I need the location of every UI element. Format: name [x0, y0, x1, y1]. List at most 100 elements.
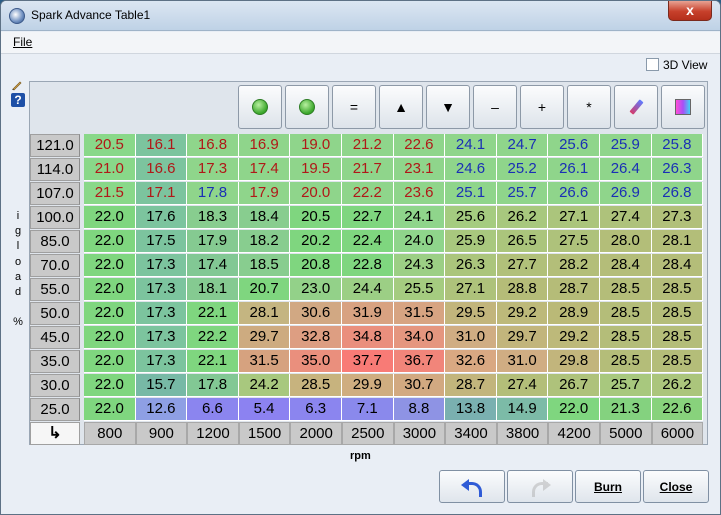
table-cell[interactable]: 28.5 [651, 278, 704, 301]
set-equal-button[interactable]: = [332, 85, 376, 129]
close-window-button[interactable]: x [668, 1, 712, 21]
table-cell[interactable]: 26.8 [651, 182, 704, 205]
table-cell[interactable]: 26.1 [548, 158, 600, 181]
table-cell[interactable]: 17.6 [135, 206, 188, 229]
table-cell[interactable]: 32.6 [445, 350, 497, 373]
table-cell[interactable]: 36.7 [393, 350, 446, 373]
table-cell[interactable]: 24.7 [496, 134, 549, 157]
table-cell[interactable]: 22.1 [187, 302, 239, 325]
rpm-axis-cell[interactable]: 2500 [342, 422, 394, 445]
table-cell[interactable]: 21.3 [600, 398, 652, 421]
table-cell[interactable]: 24.4 [342, 278, 394, 301]
table-cell[interactable]: 26.3 [651, 158, 704, 181]
menu-file[interactable]: File [13, 35, 33, 49]
table-cell[interactable]: 29.9 [342, 374, 394, 397]
table-cell[interactable]: 30.7 [393, 374, 446, 397]
table-cell[interactable]: 26.6 [548, 182, 600, 205]
table-cell[interactable]: 17.8 [187, 182, 239, 205]
table-cell[interactable]: 21.0 [84, 158, 136, 181]
table-cell[interactable]: 25.9 [445, 230, 497, 253]
rpm-axis-cell[interactable]: 6000 [651, 422, 704, 445]
table-cell[interactable]: 20.0 [290, 182, 342, 205]
table-cell[interactable]: 31.9 [342, 302, 394, 325]
table-cell[interactable]: 27.1 [445, 278, 497, 301]
table-cell[interactable]: 20.7 [238, 278, 291, 301]
table-cell[interactable]: 25.7 [600, 374, 652, 397]
table-cell[interactable]: 21.5 [84, 182, 136, 205]
rpm-axis-cell[interactable]: 3800 [496, 422, 549, 445]
table-cell[interactable]: 25.6 [548, 134, 600, 157]
table-cell[interactable]: 22.0 [548, 398, 600, 421]
table-cell[interactable]: 28.5 [651, 326, 704, 349]
table-cell[interactable]: 27.1 [548, 206, 600, 229]
add-button[interactable]: + [520, 85, 564, 129]
pencil-icon[interactable] [11, 79, 23, 91]
help-icon[interactable]: ? [11, 93, 25, 107]
load-axis-cell[interactable]: 55.0 [30, 278, 80, 301]
table-cell[interactable]: 22.0 [84, 374, 136, 397]
table-cell[interactable]: 8.8 [393, 398, 446, 421]
table-cell[interactable]: 29.2 [496, 302, 549, 325]
table-cell[interactable]: 29.7 [496, 326, 549, 349]
table-cell[interactable]: 28.5 [600, 278, 652, 301]
table-cell[interactable]: 29.5 [445, 302, 497, 325]
undo-button[interactable] [439, 470, 505, 503]
table-cell[interactable]: 26.4 [600, 158, 652, 181]
table-cell[interactable]: 14.9 [496, 398, 549, 421]
table-cell[interactable]: 25.6 [445, 206, 497, 229]
load-axis-cell[interactable]: 35.0 [30, 350, 80, 373]
table-cell[interactable]: 34.0 [393, 326, 446, 349]
table-cell[interactable]: 32.8 [290, 326, 342, 349]
table-cell[interactable]: 24.2 [238, 374, 291, 397]
table-cell[interactable]: 26.7 [548, 374, 600, 397]
load-axis-cell[interactable]: 30.0 [30, 374, 80, 397]
table-cell[interactable]: 6.6 [187, 398, 239, 421]
load-axis-cell[interactable]: 85.0 [30, 230, 80, 253]
table-cell[interactable]: 22.6 [393, 134, 446, 157]
table-cell[interactable]: 17.9 [187, 230, 239, 253]
table-cell[interactable]: 17.3 [135, 278, 188, 301]
table-cell[interactable]: 24.6 [445, 158, 497, 181]
rpm-axis-cell[interactable]: 3000 [393, 422, 446, 445]
table-cell[interactable]: 17.9 [238, 182, 291, 205]
rpm-axis-cell[interactable]: 5000 [600, 422, 652, 445]
table-cell[interactable]: 22.0 [84, 278, 136, 301]
table-cell[interactable]: 26.5 [496, 230, 549, 253]
table-cell[interactable]: 28.7 [548, 278, 600, 301]
table-cell[interactable]: 19.0 [290, 134, 342, 157]
rpm-axis-cell[interactable]: 1500 [238, 422, 291, 445]
table-cell[interactable]: 24.3 [393, 254, 446, 277]
table-cell[interactable]: 22.1 [187, 350, 239, 373]
load-axis-cell[interactable]: 70.0 [30, 254, 80, 277]
table-cell[interactable]: 27.4 [600, 206, 652, 229]
table-cell[interactable]: 23.6 [393, 182, 446, 205]
table-cell[interactable]: 31.0 [445, 326, 497, 349]
table-cell[interactable]: 28.5 [600, 326, 652, 349]
table-cell[interactable]: 20.5 [290, 206, 342, 229]
table-cell[interactable]: 25.5 [393, 278, 446, 301]
load-axis-cell[interactable]: 50.0 [30, 302, 80, 325]
table-cell[interactable]: 15.7 [135, 374, 188, 397]
table-cell[interactable]: 22.0 [84, 398, 136, 421]
decrease-circle-icon[interactable] [285, 85, 329, 129]
subtract-button[interactable]: – [473, 85, 517, 129]
increment-button[interactable]: ▲ [379, 85, 423, 129]
table-cell[interactable]: 28.1 [238, 302, 291, 325]
table-cell[interactable]: 27.3 [651, 206, 704, 229]
table-cell[interactable]: 17.4 [187, 254, 239, 277]
table-cell[interactable]: 25.7 [496, 182, 549, 205]
rpm-axis-cell[interactable]: 900 [135, 422, 188, 445]
table-cell[interactable]: 17.1 [135, 182, 188, 205]
color-pen-icon[interactable] [614, 85, 658, 129]
table-cell[interactable]: 28.0 [600, 230, 652, 253]
table-cell[interactable]: 26.2 [651, 374, 704, 397]
load-axis-cell[interactable]: 45.0 [30, 326, 80, 349]
table-cell[interactable]: 23.0 [290, 278, 342, 301]
redo-button[interactable] [507, 470, 573, 503]
load-axis-cell[interactable]: 25.0 [30, 398, 80, 421]
table-cell[interactable]: 13.8 [445, 398, 497, 421]
checkbox-box[interactable] [646, 58, 659, 71]
table-cell[interactable]: 17.3 [187, 158, 239, 181]
table-cell[interactable]: 29.8 [548, 350, 600, 373]
table-cell[interactable]: 28.1 [651, 230, 704, 253]
